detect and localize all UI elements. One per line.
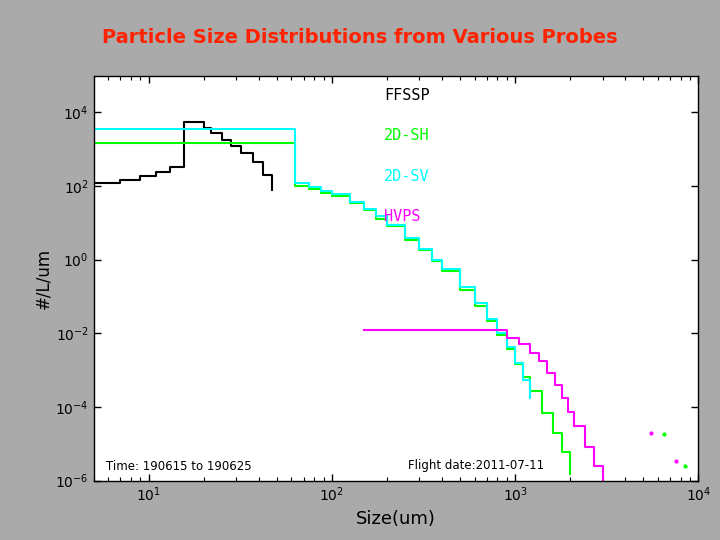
Text: 2D-SH: 2D-SH [384,128,430,143]
Y-axis label: #/L/um: #/L/um [35,247,53,309]
Text: Particle Size Distributions from Various Probes: Particle Size Distributions from Various… [102,28,618,48]
Text: FFSSP: FFSSP [384,88,430,103]
X-axis label: Size(um): Size(um) [356,510,436,528]
Text: HVPS: HVPS [384,210,420,224]
Text: Flight date:2011-07-11: Flight date:2011-07-11 [408,460,544,472]
Text: 2D-SV: 2D-SV [384,168,430,184]
Text: Time: 190615 to 190625: Time: 190615 to 190625 [106,460,251,472]
